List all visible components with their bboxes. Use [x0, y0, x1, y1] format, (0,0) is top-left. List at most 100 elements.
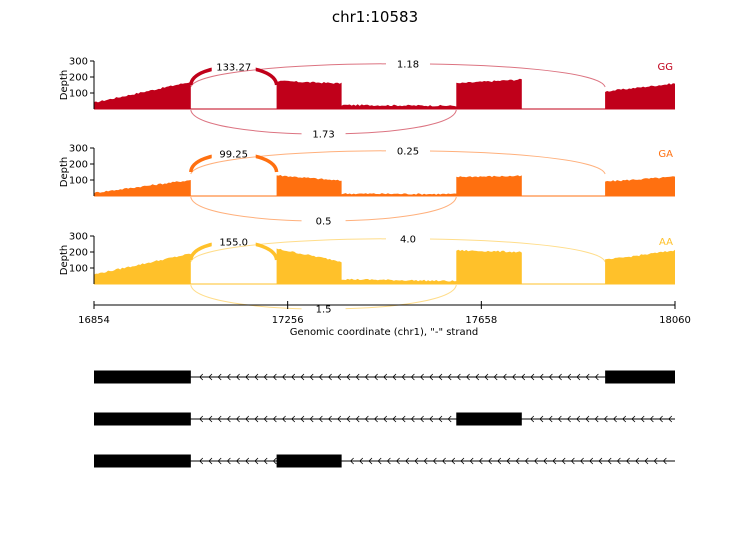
strand-chevron: [355, 415, 360, 423]
strand-chevron: [616, 457, 621, 465]
strand-chevron: [447, 415, 452, 423]
strand-chevron: [543, 457, 548, 465]
strand-chevron: [567, 415, 571, 423]
exon-block: [94, 412, 191, 426]
strand-chevron: [478, 457, 483, 465]
strand-chevron: [392, 415, 397, 423]
x-tick-label: 17658: [465, 315, 497, 326]
junction-label: 99.25: [219, 150, 248, 161]
strand-chevron: [631, 415, 636, 423]
strand-chevron: [383, 415, 388, 423]
strand-chevron: [291, 415, 296, 423]
junction-label-bg: [211, 235, 256, 248]
strand-chevron: [653, 457, 658, 465]
strand-chevron: [429, 415, 434, 423]
junction-label-bg: [385, 231, 430, 245]
y-axis-label: Depth: [59, 245, 70, 275]
strand-chevron: [460, 457, 465, 465]
strand-chevron: [594, 415, 599, 423]
strand-chevron: [585, 373, 590, 381]
strand-chevron: [552, 457, 557, 465]
x-axis: 16854 17256 17658 18060: [78, 301, 691, 326]
strand-chevron: [291, 373, 296, 381]
junction-label: 1.18: [397, 59, 419, 70]
junction-label-bg: [385, 56, 430, 70]
junction-label: 4.0: [400, 234, 416, 245]
strand-chevron: [607, 457, 612, 465]
strand-chevron: [318, 415, 323, 423]
strand-chevron: [309, 373, 314, 381]
strand-chevron: [594, 373, 599, 381]
strand-chevron: [622, 415, 627, 423]
strand-chevron: [488, 457, 492, 465]
strand-chevron: [272, 457, 277, 465]
y-tick-label: 200: [69, 248, 88, 259]
junction-label-bg: [211, 60, 256, 73]
strand-chevron: [585, 415, 590, 423]
strand-chevron: [346, 373, 351, 381]
sample-panel-gg: 100 200 300 Depth GG 133.27 1.18 1.73: [59, 57, 675, 141]
junction-label-bg: [211, 147, 256, 160]
strand-chevron: [318, 373, 323, 381]
strand-chevron: [521, 373, 526, 381]
coverage-area: [94, 175, 675, 196]
transcript-model: [94, 412, 675, 426]
strand-chevron: [368, 457, 373, 465]
strand-chevron: [272, 415, 277, 423]
strand-chevron: [346, 415, 351, 423]
strand-chevron: [668, 415, 673, 423]
transcript-model: [94, 454, 675, 468]
strand-chevron: [359, 457, 364, 465]
exon-block: [276, 454, 342, 468]
coverage-area: [94, 78, 675, 109]
strand-chevron: [383, 373, 388, 381]
strand-chevron: [506, 457, 511, 465]
strand-chevron: [328, 373, 332, 381]
junction-label-bg: [385, 143, 430, 157]
strand-chevron: [576, 415, 581, 423]
exon-block: [94, 454, 191, 468]
strand-chevron: [226, 457, 231, 465]
strand-chevron: [236, 415, 240, 423]
strand-chevron: [208, 457, 213, 465]
strand-chevron: [414, 457, 419, 465]
y-tick-label: 100: [69, 176, 88, 187]
strand-chevron: [254, 373, 259, 381]
strand-chevron: [300, 415, 305, 423]
strand-chevron: [254, 415, 259, 423]
strand-chevron: [410, 415, 415, 423]
junction-label: 1.73: [312, 130, 334, 141]
strand-chevron: [254, 457, 259, 465]
strand-chevron: [598, 457, 603, 465]
strand-chevron: [410, 373, 415, 381]
exon-block: [94, 370, 191, 384]
strand-chevron: [217, 415, 222, 423]
strand-chevron: [199, 415, 204, 423]
strand-chevron: [557, 415, 562, 423]
strand-chevron: [576, 373, 581, 381]
strand-chevron: [626, 457, 630, 465]
y-tick-label: 100: [69, 264, 88, 275]
strand-chevron: [567, 373, 572, 381]
strand-chevron: [502, 373, 507, 381]
strand-chevron: [561, 457, 566, 465]
strand-chevron: [580, 457, 584, 465]
y-tick-label: 300: [69, 57, 88, 68]
strand-chevron: [484, 373, 489, 381]
junction-label: 133.27: [216, 63, 251, 74]
strand-chevron: [512, 373, 516, 381]
y-axis-label: Depth: [59, 157, 70, 187]
strand-chevron: [539, 373, 544, 381]
strand-chevron: [199, 373, 204, 381]
strand-chevron: [396, 457, 400, 465]
y-tick-label: 300: [69, 144, 88, 155]
strand-chevron: [534, 457, 538, 465]
strand-chevron: [662, 457, 667, 465]
strand-chevron: [392, 373, 397, 381]
strand-chevron: [300, 373, 305, 381]
sample-panel-ga: 100 200 300 Depth GA 99.25 0.25 0.5: [59, 144, 675, 228]
y-tick-label: 200: [69, 73, 88, 84]
strand-chevron: [236, 373, 240, 381]
strand-chevron: [530, 373, 535, 381]
